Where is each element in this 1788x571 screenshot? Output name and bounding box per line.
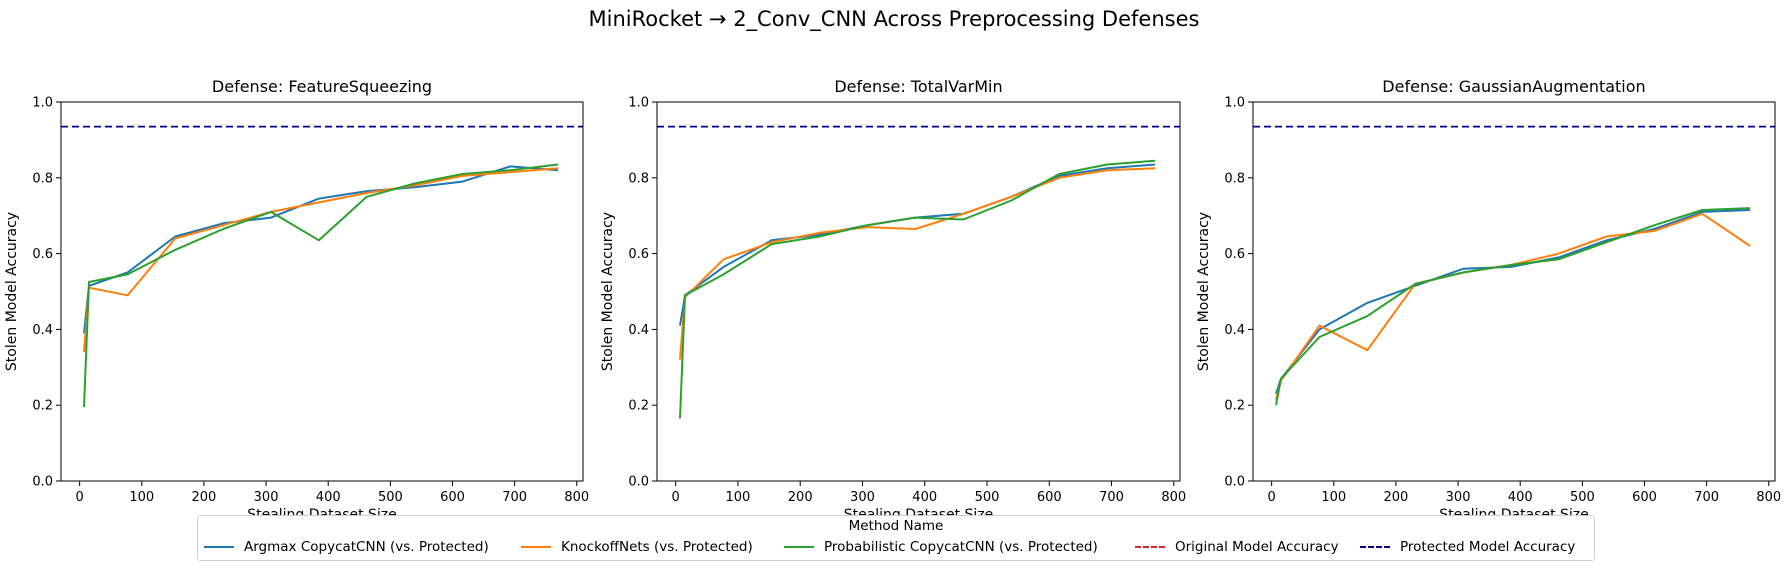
y-tick-label: 0.4 — [1224, 323, 1245, 338]
x-tick-label: 600 — [1037, 490, 1062, 505]
y-tick-label: 0.0 — [32, 475, 53, 490]
figure-suptitle: MiniRocket → 2_Conv_CNN Across Preproces… — [589, 7, 1200, 32]
y-tick-label: 0.8 — [1224, 171, 1245, 186]
x-tick-label: 100 — [726, 490, 751, 505]
y-axis-label: Stolen Model Accuracy — [4, 212, 20, 371]
x-tick-label: 300 — [1446, 490, 1471, 505]
plot-frame — [60, 101, 584, 482]
series-line-3 — [1275, 207, 1751, 406]
x-tick-label: 600 — [1632, 490, 1657, 505]
plot-frame — [1252, 101, 1776, 482]
subplot-1: Defense: FeatureSqueezing 0 100 200 300 400 50… — [4, 77, 589, 523]
x-tick-label: 600 — [440, 490, 465, 505]
x-tick-label: 800 — [1756, 490, 1781, 505]
subplot-3: Defense: GaussianAugmentation 0 100 200 300 4… — [1196, 77, 1781, 523]
y-tick-label: 0.2 — [628, 399, 649, 414]
chart-legend: Method Name Argmax CopycatCNN (vs. Prote… — [197, 515, 1595, 561]
x-tick-label: 500 — [1570, 490, 1595, 505]
legend-label: Protected Model Accuracy — [1400, 539, 1576, 555]
y-tick-label: 1.0 — [628, 96, 649, 111]
subplot-title: Defense: GaussianAugmentation — [1382, 77, 1645, 96]
x-tick-label: 400 — [912, 490, 937, 505]
y-tick-label: 0.2 — [32, 399, 53, 414]
series-line-1 — [83, 165, 559, 334]
plot-frame — [656, 101, 1181, 482]
y-tick-label: 0.2 — [1224, 399, 1245, 414]
series-line-2 — [679, 167, 1156, 360]
y-tick-label: 0.4 — [628, 323, 649, 338]
subplot-title: Defense: FeatureSqueezing — [212, 77, 432, 96]
x-tick-label: 300 — [850, 490, 875, 505]
legend-swatch — [1135, 546, 1165, 548]
legend-swatch — [204, 546, 234, 548]
x-tick-label: 700 — [1099, 490, 1124, 505]
series-line-2 — [1275, 212, 1751, 400]
x-tick-label: 400 — [316, 490, 341, 505]
x-tick-label: 100 — [129, 490, 154, 505]
y-tick-label: 0.0 — [628, 475, 649, 490]
series-line-3 — [679, 159, 1156, 419]
x-tick-label: 200 — [788, 490, 813, 505]
legend-item-probabilistic-copycatcnn: Probabilistic CopycatCNN (vs. Protected) — [784, 538, 1098, 556]
legend-title: Method Name — [848, 518, 944, 534]
x-tick-label: 200 — [1384, 490, 1409, 505]
x-tick-label: 200 — [192, 490, 217, 505]
y-tick-label: 0.4 — [32, 323, 53, 338]
x-tick-label: 100 — [1321, 490, 1346, 505]
y-axis-label: Stolen Model Accuracy — [600, 212, 616, 371]
x-tick-label: 0 — [76, 490, 84, 505]
y-tick-label: 0.6 — [32, 247, 53, 262]
legend-swatch — [521, 546, 551, 548]
subplot-title: Defense: TotalVarMin — [834, 77, 1002, 96]
series-line-3 — [83, 163, 559, 408]
x-tick-label: 400 — [1508, 490, 1533, 505]
legend-swatch — [1360, 546, 1390, 548]
x-tick-label: 800 — [564, 490, 589, 505]
y-tick-label: 1.0 — [32, 96, 53, 111]
series-line-1 — [1275, 209, 1751, 395]
x-tick-label: 300 — [254, 490, 279, 505]
series-line-2 — [83, 167, 559, 353]
y-axis-label: Stolen Model Accuracy — [1196, 212, 1212, 371]
legend-item-original-model-accuracy: Original Model Accuracy — [1135, 538, 1339, 556]
x-tick-label: 700 — [502, 490, 527, 505]
x-tick-label: 700 — [1694, 490, 1719, 505]
legend-label: Probabilistic CopycatCNN (vs. Protected) — [824, 539, 1098, 555]
x-tick-label: 0 — [1268, 490, 1276, 505]
x-tick-label: 800 — [1161, 490, 1186, 505]
legend-swatch — [784, 546, 814, 548]
subplot-2: Defense: TotalVarMin 0 100 200 300 400 500 600 7… — [600, 77, 1186, 523]
x-tick-label: 500 — [378, 490, 403, 505]
series-line-1 — [679, 163, 1156, 326]
x-tick-label: 0 — [672, 490, 680, 505]
x-tick-label: 500 — [975, 490, 1000, 505]
legend-item-knockoffnets: KnockoffNets (vs. Protected) — [521, 538, 753, 556]
y-tick-label: 0.6 — [628, 247, 649, 262]
legend-label: Original Model Accuracy — [1175, 539, 1339, 555]
legend-label: Argmax CopycatCNN (vs. Protected) — [244, 539, 489, 555]
y-tick-label: 0.0 — [1224, 475, 1245, 490]
legend-item-protected-model-accuracy: Protected Model Accuracy — [1360, 538, 1575, 556]
y-tick-label: 0.6 — [1224, 247, 1245, 262]
y-tick-label: 0.8 — [32, 171, 53, 186]
legend-label: KnockoffNets (vs. Protected) — [561, 539, 753, 555]
y-tick-label: 1.0 — [1224, 96, 1245, 111]
y-tick-label: 0.8 — [628, 171, 649, 186]
legend-item-argmax-copycatcnn: Argmax CopycatCNN (vs. Protected) — [204, 538, 489, 556]
